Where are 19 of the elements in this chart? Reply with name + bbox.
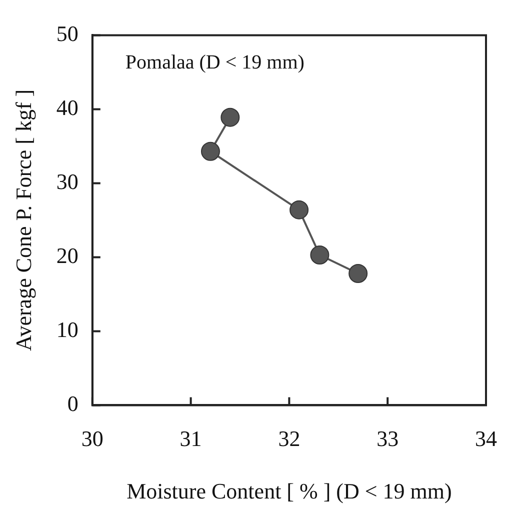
x-tick-label: 32 — [278, 426, 300, 452]
x-axis-title: Moisture Content [ % ] (D < 19 mm) — [126, 478, 452, 504]
y-tick-label: 30 — [56, 168, 78, 194]
annotation: Pomalaa (D < 19 mm) — [125, 51, 304, 74]
point — [348, 264, 368, 283]
x-tick-label: 30 — [81, 426, 104, 452]
y-tick-label: 10 — [56, 316, 78, 342]
point — [290, 200, 309, 220]
y-tick-label: 50 — [56, 20, 78, 46]
x-tick-label: 31 — [180, 426, 202, 452]
point — [200, 142, 220, 161]
y-axis-title: Average Cone P. Force [ kgf ] — [10, 89, 36, 352]
y-tick-label: 20 — [56, 242, 78, 268]
x-tick-label: 34 — [475, 426, 497, 452]
x-tick-label: 33 — [376, 426, 399, 452]
point — [220, 108, 240, 127]
y-tick-label: 40 — [56, 94, 78, 120]
point — [310, 245, 330, 264]
y-tick-label: 0 — [67, 390, 78, 416]
